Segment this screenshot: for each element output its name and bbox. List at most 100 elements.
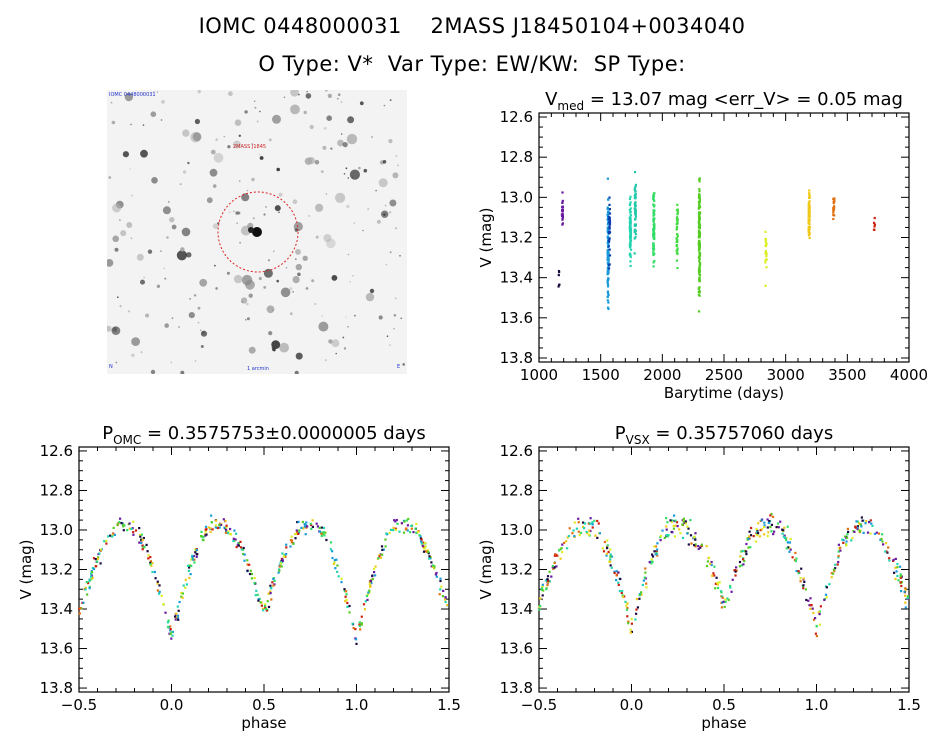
chart-title: PVSX = 0.35757060 days	[615, 423, 833, 447]
data-point	[123, 524, 126, 527]
data-point	[698, 234, 701, 237]
data-point	[824, 593, 828, 596]
star	[136, 253, 144, 261]
data-point	[182, 584, 185, 587]
data-point	[663, 536, 666, 539]
title-rest: = 13.07 mag <err_V> = 0.05 mag	[584, 89, 903, 110]
data-point	[174, 615, 177, 618]
data-point	[675, 223, 678, 226]
data-point	[694, 532, 697, 535]
data-point	[550, 575, 553, 578]
data-point	[628, 246, 632, 249]
y-tick-label: 12.6	[40, 442, 73, 460]
data-point	[707, 556, 711, 559]
data-point	[596, 536, 599, 539]
data-point	[170, 631, 173, 634]
data-point	[423, 547, 426, 550]
data-point	[270, 598, 273, 601]
data-point	[804, 588, 807, 591]
data-point	[593, 519, 596, 522]
data-point	[653, 232, 656, 235]
data-point	[752, 535, 755, 538]
star	[142, 93, 145, 95]
data-point	[808, 208, 811, 211]
star	[108, 176, 112, 179]
star	[241, 193, 250, 202]
star	[107, 325, 112, 332]
data-point	[202, 535, 205, 538]
y-tick-label: 13.8	[500, 349, 533, 367]
data-point	[808, 604, 811, 607]
data-point	[666, 535, 669, 538]
data-point	[598, 532, 601, 535]
star	[194, 360, 197, 362]
data-point	[261, 607, 265, 610]
data-point	[697, 229, 701, 232]
data-point	[355, 642, 358, 645]
star	[182, 170, 187, 174]
star	[131, 353, 135, 357]
star	[399, 255, 401, 257]
phase-omc-chart: POMC = 0.3575753±0.0000005 days −0.5 0.0 0.…	[17, 423, 461, 732]
data-point	[209, 530, 212, 534]
data-point	[629, 231, 632, 234]
data-point	[602, 550, 606, 553]
y-axis-label: V (mag)	[17, 539, 35, 599]
star	[358, 166, 361, 170]
star	[233, 210, 235, 213]
data-point	[427, 552, 430, 555]
data-point	[607, 265, 610, 269]
data-point	[785, 537, 788, 540]
data-point	[653, 226, 656, 229]
data-point	[218, 526, 221, 529]
data-point	[900, 584, 903, 588]
star	[168, 201, 170, 203]
data-point	[407, 517, 410, 521]
data-point	[195, 555, 198, 558]
data-point	[234, 538, 237, 541]
data-point	[734, 574, 737, 577]
data-point	[808, 192, 811, 195]
data-point	[656, 554, 659, 557]
star	[323, 234, 332, 242]
data-point	[393, 519, 396, 522]
data-point	[716, 583, 719, 586]
data-point	[415, 531, 418, 534]
data-point	[830, 572, 833, 575]
data-point	[606, 299, 609, 302]
star	[280, 287, 291, 298]
data-point	[235, 532, 238, 535]
data-point	[160, 594, 163, 597]
data-point	[742, 563, 745, 566]
data-point	[765, 242, 768, 245]
star	[190, 132, 201, 143]
data-point	[237, 544, 240, 547]
title-subscript: OMC	[113, 433, 141, 447]
data-point	[409, 531, 412, 534]
data-point	[629, 239, 633, 242]
data-point	[698, 178, 701, 181]
data-point	[277, 571, 280, 574]
data-point	[698, 216, 701, 219]
data-point	[781, 528, 784, 531]
data-point	[784, 536, 787, 539]
data-point	[561, 199, 564, 202]
data-point	[665, 534, 668, 537]
star	[186, 252, 192, 258]
data-point	[802, 587, 805, 590]
star	[294, 370, 299, 374]
data-point	[607, 221, 611, 224]
data-point	[807, 599, 810, 602]
data-point	[818, 623, 822, 626]
star	[388, 139, 393, 144]
data-point	[405, 519, 408, 522]
star	[156, 91, 159, 93]
data-point	[698, 260, 701, 263]
data-point	[693, 544, 696, 547]
data-point	[167, 625, 170, 628]
data-point	[686, 525, 689, 528]
data-point	[175, 612, 178, 615]
data-point	[638, 593, 642, 596]
title-line-2: O Type: V* Var Type: EW/KW: SP Type:	[258, 52, 686, 76]
data-point	[138, 527, 141, 530]
